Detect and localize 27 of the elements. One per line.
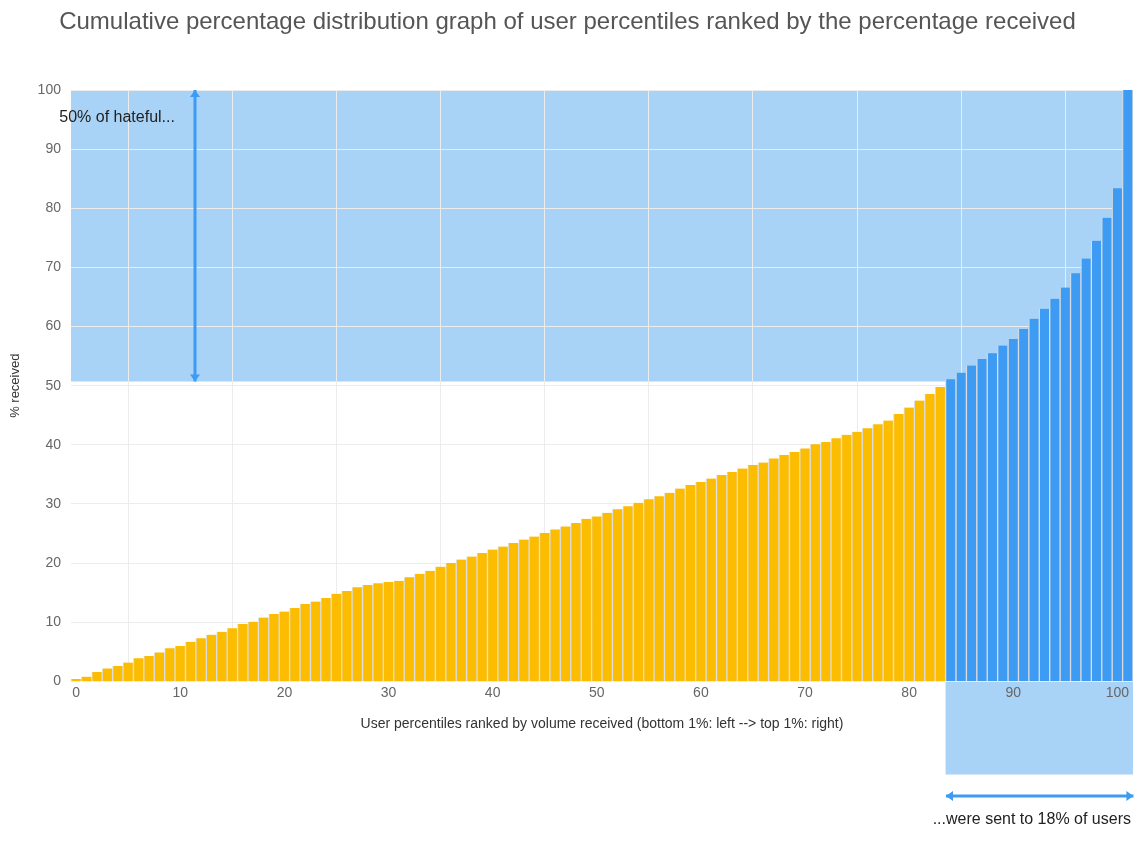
- y-axis-title: % received: [7, 353, 23, 418]
- y-tick-label: 100: [37, 80, 62, 97]
- y-tick-label: 60: [45, 317, 62, 334]
- text: ...were sent to 18% of users: [932, 810, 1131, 829]
- x-tick-label: 50: [588, 683, 605, 700]
- y-tick-label: 30: [45, 494, 62, 511]
- x-tick-label: 10: [172, 683, 189, 700]
- x-tick-label: 20: [276, 683, 293, 700]
- y-tick-label: 50: [45, 376, 62, 393]
- y-tick-label: 20: [45, 553, 62, 570]
- y-tick-label: 70: [45, 258, 62, 275]
- x-tick-label: 90: [1005, 683, 1022, 700]
- chart-title: Cumulative percentage distribution graph of user percentiles ranked by the percentage received: [58, 6, 1077, 36]
- x-tick-label: 60: [693, 683, 709, 700]
- x-tick-label: 80: [901, 683, 918, 700]
- x-tick-label: 0: [72, 683, 81, 700]
- x-tick-label: 30: [380, 683, 397, 700]
- y-tick-label: 80: [45, 199, 62, 216]
- x-tick-label: 70: [797, 683, 814, 700]
- y-tick-label: 0: [53, 672, 62, 689]
- x-tick-label: 40: [484, 683, 501, 700]
- y-tick-label: 40: [45, 435, 62, 452]
- x-tick-label: 100: [1105, 683, 1130, 700]
- x-axis-title: User percentiles ranked by volume received (bottom 1%: left --> top 1%: right): [360, 715, 844, 732]
- y-tick-label: 10: [45, 613, 62, 630]
- y-tick-label: 90: [45, 140, 62, 156]
- annotation: 50% of hateful...: [58, 108, 175, 126]
